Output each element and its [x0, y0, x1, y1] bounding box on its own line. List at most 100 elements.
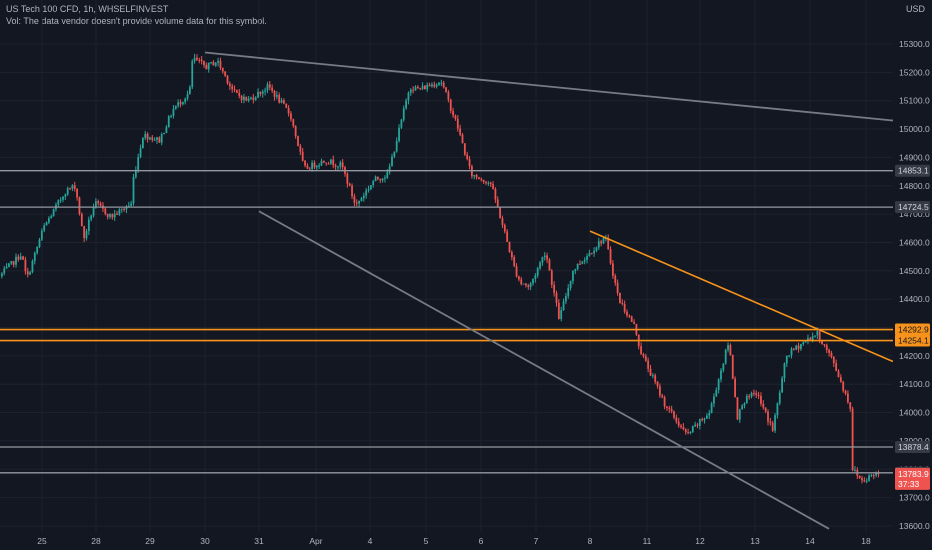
candle-body: [172, 108, 175, 116]
candle-body: [680, 425, 682, 428]
candle-body: [377, 176, 379, 180]
candle-body: [273, 90, 276, 97]
candle-body: [795, 345, 798, 350]
candle-body: [160, 134, 163, 143]
price-tick-11: 14200.0: [899, 351, 930, 361]
candle-body: [428, 84, 431, 87]
candle-body: [863, 480, 866, 482]
candle-body: [675, 417, 678, 422]
candle-body: [228, 83, 231, 87]
candle-body: [790, 348, 793, 356]
time-tick-1: 28: [91, 536, 101, 546]
candle-body: [656, 381, 659, 387]
candle-body: [724, 349, 727, 364]
candle-body: [854, 469, 856, 471]
candle-body: [76, 188, 78, 198]
candle-body: [250, 97, 252, 99]
time-axis-bg[interactable]: [0, 532, 893, 550]
candle-body: [287, 107, 290, 114]
candle-body: [374, 176, 377, 182]
candle-body: [142, 137, 144, 149]
candle-body: [713, 396, 715, 404]
candle-body: [590, 252, 593, 254]
candle-body: [217, 60, 219, 63]
candle-body: [525, 283, 527, 286]
candle-body: [85, 231, 88, 239]
trendline-0[interactable]: [204, 51, 894, 122]
candle-body: [496, 199, 499, 208]
candle-body: [306, 165, 309, 169]
candle-body: [750, 392, 753, 397]
candle-body: [369, 185, 372, 190]
candle-body: [158, 137, 161, 143]
candle-body: [835, 363, 838, 371]
candle-body: [593, 250, 595, 254]
candle-body: [609, 249, 612, 264]
price-tick-2: 15100.0: [899, 96, 930, 106]
trendline-2[interactable]: [589, 230, 894, 363]
price-axis-bg[interactable]: [893, 0, 932, 550]
candle-body: [200, 59, 203, 61]
candle-body: [572, 271, 574, 282]
candle-body: [372, 181, 375, 186]
candle-body: [804, 340, 807, 343]
candle-body: [301, 151, 304, 161]
candle-body: [738, 409, 741, 420]
level-label-2: 14292.9: [898, 325, 929, 335]
candle-body: [10, 261, 13, 264]
candle-body: [433, 84, 436, 87]
candle-body: [334, 165, 337, 167]
candle-body: [144, 133, 147, 138]
candle-body: [69, 188, 71, 190]
candle-body: [92, 206, 95, 216]
candle-body: [191, 61, 194, 88]
candle-body: [62, 196, 64, 200]
candle-body: [224, 71, 227, 76]
candle-body: [99, 203, 102, 206]
candle-body: [755, 393, 758, 395]
candle-body: [710, 403, 713, 413]
candle-body: [576, 263, 579, 270]
candle-body: [130, 203, 133, 206]
candle-body: [24, 259, 27, 272]
candle-body: [318, 165, 321, 167]
candle-body: [337, 166, 339, 168]
candle-body: [78, 197, 81, 214]
candle-body: [541, 257, 544, 263]
candle-body: [186, 94, 189, 99]
candle-body: [734, 378, 736, 398]
candle-body: [828, 349, 830, 353]
candle-body: [510, 252, 513, 258]
candle-body: [461, 134, 464, 144]
candle-body: [706, 415, 708, 419]
candle-body: [52, 209, 55, 217]
candle-body: [134, 169, 137, 177]
candle-body: [574, 269, 577, 272]
candle-body: [534, 275, 537, 279]
candle-body: [459, 128, 462, 135]
candle-body: [346, 173, 349, 184]
candle-body: [684, 429, 687, 433]
time-tick-14: 14: [805, 536, 815, 546]
candle-body: [167, 116, 170, 128]
candle-body: [851, 408, 854, 471]
candle-body: [612, 263, 614, 276]
trendline-1[interactable]: [258, 210, 830, 530]
level-label-3: 14254.1: [898, 336, 929, 346]
candle-body: [36, 246, 39, 253]
candle-body: [550, 270, 553, 285]
candle-body: [353, 196, 356, 203]
candle-body: [275, 95, 278, 97]
time-tick-5: Apr: [309, 536, 322, 546]
candle-body: [146, 133, 149, 140]
candle-body: [198, 59, 201, 61]
price-tick-4: 14900.0: [899, 152, 930, 162]
candle-body: [184, 98, 187, 102]
candle-body: [480, 179, 483, 181]
candle-body: [607, 237, 610, 250]
candle-body: [177, 102, 180, 106]
candle-body: [407, 92, 410, 101]
candle-body: [731, 355, 734, 379]
